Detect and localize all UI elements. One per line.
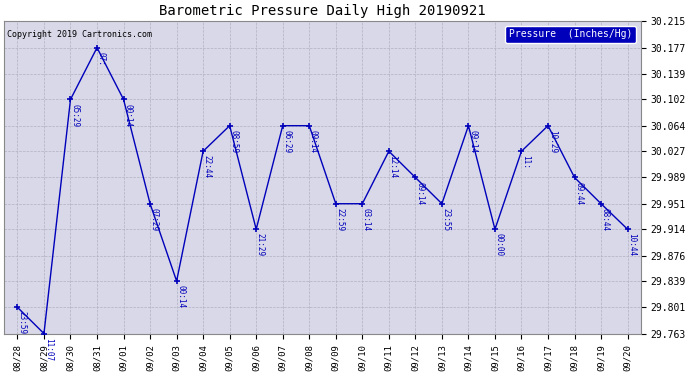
Text: 09:44: 09:44 (574, 182, 583, 205)
Text: 08:59: 08:59 (229, 130, 238, 153)
Text: 09:14: 09:14 (309, 130, 318, 153)
Text: 09:14: 09:14 (415, 182, 424, 205)
Text: 06:29: 06:29 (282, 130, 291, 153)
Title: Barometric Pressure Daily High 20190921: Barometric Pressure Daily High 20190921 (159, 4, 486, 18)
Text: 10:44: 10:44 (627, 234, 636, 256)
Legend: Pressure  (Inches/Hg): Pressure (Inches/Hg) (505, 26, 636, 44)
Text: 22:59: 22:59 (335, 208, 344, 231)
Text: 03:14: 03:14 (362, 208, 371, 231)
Text: 10:29: 10:29 (548, 130, 557, 153)
Text: 23:55: 23:55 (442, 208, 451, 231)
Text: 21:29: 21:29 (256, 234, 265, 256)
Text: 11:07: 11:07 (43, 338, 52, 361)
Text: 22:44: 22:44 (203, 155, 212, 178)
Text: Copyright 2019 Cartronics.com: Copyright 2019 Cartronics.com (8, 30, 152, 39)
Text: 05:29: 05:29 (70, 104, 79, 127)
Text: 12:14: 12:14 (388, 155, 397, 178)
Text: 09:14: 09:14 (468, 130, 477, 153)
Text: 00:14: 00:14 (176, 285, 186, 308)
Text: 23:59: 23:59 (17, 312, 26, 334)
Text: 07:: 07: (97, 52, 106, 66)
Text: 00:00: 00:00 (495, 234, 504, 256)
Text: 07:29: 07:29 (150, 208, 159, 231)
Text: 08:44: 08:44 (601, 208, 610, 231)
Text: 11:: 11: (521, 155, 530, 169)
Text: 00:14: 00:14 (124, 104, 132, 127)
